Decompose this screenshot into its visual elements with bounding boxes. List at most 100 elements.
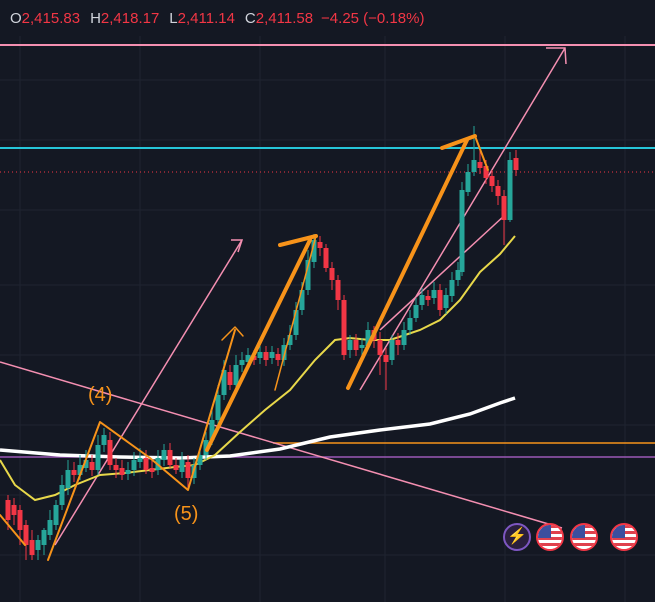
candle-body (489, 176, 495, 186)
candle-body (305, 260, 311, 290)
candle-body (221, 370, 227, 395)
candle-body (173, 465, 179, 470)
candle-body (477, 162, 483, 168)
candle-body (359, 345, 365, 348)
us-flag-icon[interactable] (536, 523, 564, 551)
candle-body (443, 295, 449, 308)
candle-body (131, 460, 137, 470)
candle-body (179, 460, 185, 472)
candle-body (137, 458, 143, 462)
us-flag-icon[interactable] (570, 523, 598, 551)
candle-body (341, 300, 347, 355)
candle-body (83, 460, 89, 468)
candle-body (377, 340, 383, 355)
close-label: C (244, 9, 256, 27)
candle-body (239, 360, 245, 365)
candle-body (383, 355, 389, 362)
candle-body (23, 525, 29, 545)
yellow-moving-average (0, 235, 516, 502)
candle-body (501, 196, 507, 220)
white-moving-average (0, 396, 516, 460)
candle-body (65, 470, 71, 488)
candle-body (149, 468, 155, 472)
wave-4-label: (4) (88, 384, 113, 406)
candle-body (293, 310, 299, 335)
candle-body (47, 520, 53, 535)
candle-body (119, 468, 125, 475)
candle-body (245, 355, 251, 362)
candle-body (389, 340, 395, 360)
candle-body (269, 352, 275, 358)
candle-body (513, 158, 519, 170)
candle-body (29, 540, 35, 555)
candle-body (335, 280, 341, 300)
candle-body (507, 160, 513, 220)
candle-body (77, 465, 83, 475)
candle-body (353, 340, 359, 350)
wave-5-label: (5) (174, 503, 199, 525)
candle-body (281, 345, 287, 360)
candle-body (407, 318, 413, 330)
high-label: H (90, 9, 101, 27)
candle-body (41, 530, 47, 545)
candle-body (465, 172, 471, 192)
lightning-icon[interactable]: ⚡ (503, 523, 531, 551)
candle-body (233, 365, 239, 385)
candle-body (17, 510, 23, 530)
candle-body (455, 270, 461, 280)
candle-body (419, 295, 425, 305)
change-value: −4.25 (−0.18%) (321, 9, 425, 27)
candle-body (495, 186, 501, 196)
candle-body (329, 268, 335, 280)
candle-body (185, 462, 191, 478)
candle-body (35, 540, 41, 550)
candle-body (257, 352, 263, 358)
candle-body (459, 190, 465, 272)
open-label: O (10, 9, 22, 27)
candle-body (59, 485, 65, 505)
candle-body (113, 465, 119, 470)
candle-body (317, 242, 323, 248)
candle-body (215, 395, 221, 420)
candle-body (197, 455, 203, 465)
candle-body (125, 470, 131, 474)
candle-body (107, 440, 113, 465)
high-value: 2,418.17 (100, 9, 160, 27)
candle-body (437, 290, 443, 310)
candle-body (5, 500, 11, 520)
candle-body (449, 280, 455, 296)
candle-body (483, 166, 489, 178)
close-value: 2,411.58 (255, 9, 314, 27)
candle-body (471, 160, 477, 172)
low-label: L (169, 9, 178, 27)
candle-body (71, 470, 77, 475)
candle-body (227, 372, 233, 385)
candle-body (167, 450, 173, 465)
candle-body (275, 354, 281, 360)
candle-body (11, 505, 17, 515)
candle-body (311, 240, 317, 262)
open-value: 2,415.83 (21, 9, 81, 27)
candle-body (347, 340, 353, 350)
grid (0, 36, 655, 602)
us-flag-icon[interactable] (610, 523, 638, 551)
candle-body (323, 248, 329, 268)
candle-body (143, 458, 149, 470)
candle-body (89, 462, 95, 470)
candle-body (395, 340, 401, 345)
candle-body (53, 505, 59, 525)
candle-body (425, 296, 431, 300)
candle-body (161, 450, 167, 460)
candle-body (299, 290, 305, 310)
low-value: 2,411.14 (177, 9, 235, 27)
candlesticks[interactable] (5, 126, 519, 560)
candle-body (413, 305, 419, 318)
orange-wave-annotations[interactable] (0, 134, 489, 561)
ohlc-header: O 2,415.83 H 2,418.17 L 2,411.14 C 2,411.58 … (0, 0, 424, 36)
candle-body (95, 445, 101, 470)
candle-body (365, 330, 371, 346)
candle-body (101, 435, 107, 445)
candle-body (401, 330, 407, 345)
candle-body (209, 420, 215, 440)
